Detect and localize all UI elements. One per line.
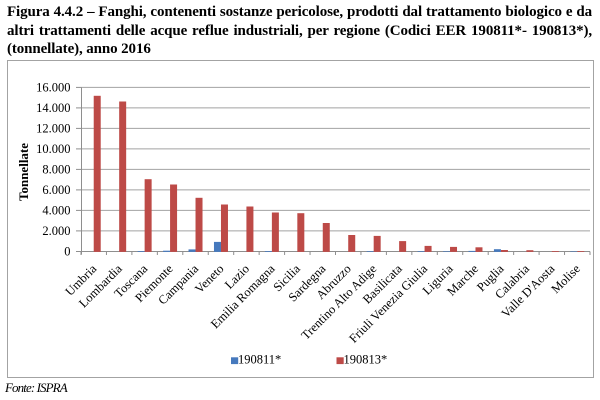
svg-text:16.000: 16.000: [36, 81, 70, 95]
svg-text:190811*: 190811*: [238, 352, 281, 366]
svg-text:8.000: 8.000: [42, 163, 70, 177]
svg-text:12.000: 12.000: [36, 122, 70, 136]
svg-text:Tonnellate: Tonnellate: [16, 143, 31, 201]
svg-text:2.000: 2.000: [42, 224, 70, 238]
svg-text:0: 0: [64, 245, 70, 259]
svg-text:190813*: 190813*: [344, 352, 388, 366]
svg-text:Molise: Molise: [548, 261, 583, 296]
svg-text:6.000: 6.000: [42, 183, 70, 197]
svg-text:Veneto: Veneto: [192, 262, 226, 296]
svg-text:4.000: 4.000: [42, 204, 70, 218]
svg-text:14.000: 14.000: [36, 101, 70, 115]
svg-text:10.000: 10.000: [36, 142, 70, 156]
